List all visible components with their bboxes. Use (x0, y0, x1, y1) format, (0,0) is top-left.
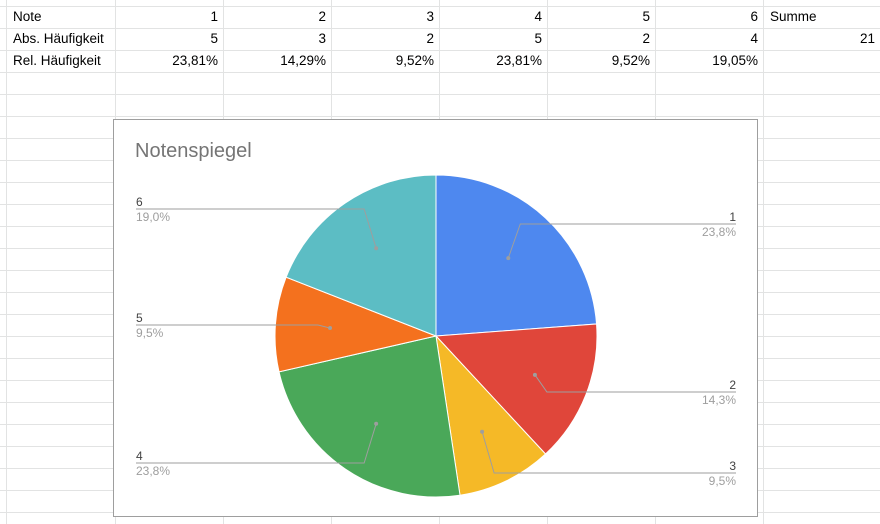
leader-line-6 (136, 208, 377, 249)
cell-r2-c3[interactable]: 3 (318, 31, 326, 46)
chart-title: Notenspiegel (135, 140, 252, 162)
leader-dot-3 (480, 429, 485, 434)
pie-slice-4[interactable] (278, 335, 461, 498)
leader-dot-1 (506, 256, 511, 261)
pie-slice-3[interactable] (435, 334, 547, 496)
slice-percent-3: 9,5% (709, 474, 737, 488)
cell-r1-c3[interactable]: 2 (318, 9, 326, 24)
slice-label-6: 6 (136, 195, 143, 209)
pie-slice-5[interactable] (274, 276, 438, 373)
cell-r2-c6[interactable]: 2 (642, 31, 650, 46)
pie-slice-2[interactable] (434, 323, 598, 455)
cell-r1-c4[interactable]: 3 (426, 9, 434, 24)
cell-r2-c8[interactable]: 21 (859, 31, 875, 46)
slice-label-2: 2 (729, 378, 736, 392)
leader-line-3 (481, 431, 736, 474)
slice-percent-1: 23,8% (702, 225, 736, 239)
cell-r1-c7[interactable]: 6 (750, 9, 758, 24)
pie-slice-1[interactable] (435, 174, 598, 337)
cell-r3-c6[interactable]: 9,52% (611, 53, 650, 68)
cell-r2-c5[interactable]: 5 (534, 31, 542, 46)
leader-dot-2 (532, 372, 537, 377)
slice-label-3: 3 (729, 459, 736, 473)
cell-r3-c7[interactable]: 19,05% (712, 53, 758, 68)
leader-line-1 (507, 223, 736, 259)
cell-r2-c4[interactable]: 2 (426, 31, 434, 46)
leader-dot-6 (374, 246, 379, 251)
cell-r3-c4[interactable]: 9,52% (395, 53, 434, 68)
cell-r2-c7[interactable]: 4 (750, 31, 758, 46)
cell-r2-c2[interactable]: 5 (210, 31, 218, 46)
slice-percent-5: 9,5% (136, 326, 164, 340)
leader-line-5 (136, 324, 331, 329)
cell-r3-c5[interactable]: 23,81% (496, 53, 542, 68)
slice-percent-4: 23,8% (136, 464, 170, 478)
cell-r1-c5[interactable]: 4 (534, 9, 542, 24)
header-cell-note[interactable]: Note (13, 9, 42, 24)
leader-dot-5 (328, 326, 333, 331)
leader-dot-4 (374, 421, 379, 426)
cell-r3-c8[interactable] (763, 51, 880, 71)
cell-r1-c6[interactable]: 5 (642, 9, 650, 24)
cell-r2-c1[interactable]: Abs. Häufigkeit (13, 31, 104, 46)
pie-slice-6[interactable] (285, 174, 437, 337)
cell-r3-c2[interactable]: 23,81% (172, 53, 218, 68)
pie-chart-canvas: 123,8%214,3%39,5%423,8%59,5%619,0% (136, 174, 737, 498)
cell-r1-c8[interactable]: Summe (770, 9, 817, 24)
cell-r1-c2[interactable]: 1 (210, 9, 218, 24)
cell-r3-c3[interactable]: 14,29% (280, 53, 326, 68)
leader-line-4 (136, 423, 377, 464)
slice-label-5: 5 (136, 311, 143, 325)
slice-percent-6: 19,0% (136, 210, 170, 224)
slice-percent-2: 14,3% (702, 393, 736, 407)
slice-label-4: 4 (136, 449, 143, 463)
slice-label-1: 1 (729, 210, 736, 224)
cell-r3-c1[interactable]: Rel. Häufigkeit (13, 53, 101, 68)
leader-line-2 (534, 374, 736, 393)
pie-chart[interactable]: 1 23,8% 2 14,3% 3 9,5% 4 23,8% 5 9,5% 6 19,0% Noten… (113, 119, 758, 517)
